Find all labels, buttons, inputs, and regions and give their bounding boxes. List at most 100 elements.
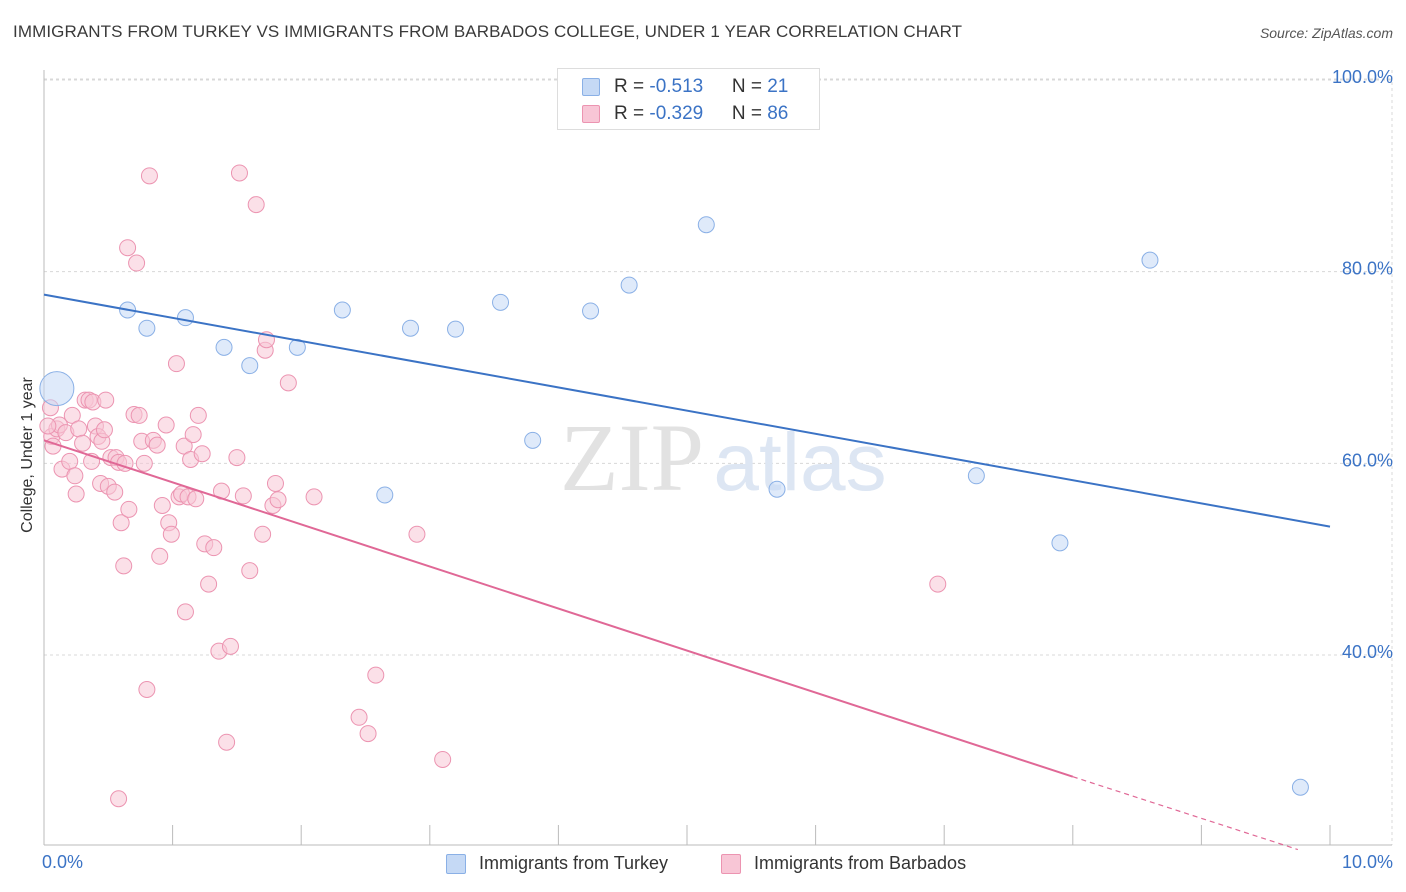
barbados-point-78 — [305, 488, 323, 506]
turkey-point-15 — [697, 216, 715, 234]
barbados-point-32 — [120, 500, 138, 518]
turkey-point-0 — [39, 371, 75, 407]
barbados-point-79 — [350, 708, 368, 726]
barbados-point-12 — [74, 434, 92, 452]
barbados-point-55 — [187, 490, 205, 508]
watermark-zip: ZIP — [560, 404, 704, 511]
barbados-point-63 — [218, 733, 236, 751]
legend-turkey-r-value: -0.513 — [649, 76, 704, 97]
turkey-point-20 — [1291, 778, 1309, 796]
barbados-point-84 — [929, 575, 947, 593]
legend-turkey-n-label: N = — [731, 76, 768, 97]
bottom-legend-barbados-label: Immigrants from Barbados — [754, 853, 967, 873]
barbados-point-46 — [162, 525, 180, 543]
barbados-point-66 — [230, 164, 248, 182]
barbados-point-38 — [138, 681, 156, 698]
turkey-point-19 — [1141, 251, 1159, 269]
bottom-legend-swatch-turkey — [446, 854, 466, 874]
legend-barbados-r-value: -0.329 — [649, 103, 704, 124]
barbados-point-22 — [97, 391, 115, 409]
barbados-point-64 — [221, 637, 239, 655]
barbados-point-51 — [176, 603, 194, 621]
barbados-point-80 — [359, 725, 377, 743]
turkey-point-17 — [967, 467, 985, 485]
y-tick-label-100: 100.0% — [1332, 67, 1393, 87]
turkey-point-2 — [138, 319, 156, 337]
barbados-point-25 — [106, 483, 124, 501]
barbados-point-59 — [200, 575, 218, 593]
bottom-legend-swatch-barbados — [721, 854, 741, 874]
barbados-point-67 — [234, 487, 252, 505]
trend-line-barbados-extension — [1072, 776, 1299, 851]
barbados-point-43 — [153, 497, 171, 514]
turkey-point-14 — [620, 276, 638, 294]
legend-swatch-barbados — [582, 105, 600, 123]
bottom-legend-turkey-label: Immigrants from Turkey — [479, 853, 669, 873]
y-tick-labels: 40.0% 60.0% 80.0% 100.0% — [1332, 67, 1393, 662]
legend-swatch-turkey — [582, 78, 600, 96]
turkey-point-16 — [768, 480, 786, 498]
barbados-point-65 — [228, 449, 246, 467]
watermark: ZIP atlas — [560, 404, 887, 511]
trend-lines — [43, 293, 1331, 851]
turkey-point-5 — [241, 357, 259, 375]
turkey-point-3 — [176, 309, 194, 327]
barbados-point-37 — [135, 454, 153, 472]
barbados-point-31 — [119, 239, 137, 257]
barbados-point-74 — [266, 474, 284, 492]
turkey-point-10 — [447, 320, 465, 338]
barbados-point-81 — [367, 666, 385, 684]
trend-line-turkey — [43, 293, 1331, 528]
barbados-point-35 — [130, 406, 148, 424]
barbados-point-85 — [39, 417, 57, 435]
source-label: Source: ZipAtlas.com — [1259, 25, 1393, 41]
barbados-point-9 — [66, 467, 84, 485]
legend-turkey-r-label: R = — [614, 76, 650, 97]
x-tick-label-max: 10.0% — [1341, 852, 1393, 872]
y-axis-label: College, Under 1 year — [19, 377, 36, 533]
axes — [43, 70, 1392, 846]
turkey-point-11 — [492, 293, 510, 311]
barbados-point-34 — [128, 254, 146, 272]
barbados-point-75 — [269, 491, 287, 509]
series-barbados — [39, 164, 947, 808]
barbados-point-41 — [148, 436, 166, 454]
turkey-point-8 — [376, 486, 394, 504]
barbados-point-69 — [247, 196, 265, 214]
turkey-point-4 — [215, 338, 233, 356]
barbados-point-68 — [241, 562, 259, 580]
barbados-point-21 — [95, 421, 113, 439]
barbados-point-54 — [184, 426, 202, 444]
barbados-point-83 — [434, 750, 452, 768]
barbados-point-82 — [408, 525, 426, 543]
barbados-point-47 — [167, 355, 185, 373]
turkey-point-13 — [582, 302, 600, 320]
legend-barbados-n-label: N = — [731, 103, 768, 124]
correlation-legend: R = -0.513 N = 21 R = -0.329 N = 86 — [557, 68, 820, 130]
barbados-point-39 — [140, 167, 158, 185]
legend-turkey-n-value: 21 — [767, 76, 789, 97]
barbados-point-76 — [279, 374, 297, 392]
barbados-point-29 — [115, 557, 133, 575]
barbados-point-7 — [61, 452, 79, 470]
legend-barbados-n-value: 86 — [767, 103, 789, 124]
turkey-point-7 — [333, 301, 351, 319]
barbados-point-56 — [189, 406, 207, 424]
barbados-point-42 — [151, 547, 169, 565]
barbados-point-70 — [254, 525, 272, 543]
barbados-point-44 — [157, 416, 175, 434]
barbados-point-28 — [112, 514, 130, 532]
series-turkey — [39, 216, 1309, 796]
turkey-point-9 — [402, 319, 420, 337]
barbados-point-60 — [205, 539, 223, 557]
trend-line-barbados — [43, 439, 1074, 778]
y-tick-label-40: 40.0% — [1342, 642, 1393, 662]
barbados-point-57 — [193, 445, 211, 463]
barbados-point-11 — [70, 420, 88, 438]
turkey-point-12 — [524, 431, 542, 449]
barbados-point-10 — [67, 485, 85, 503]
legend-barbados-r-label: R = — [614, 103, 650, 124]
chart-title: IMMIGRANTS FROM TURKEY VS IMMIGRANTS FRO… — [13, 22, 963, 41]
y-tick-label-80: 80.0% — [1342, 259, 1393, 279]
